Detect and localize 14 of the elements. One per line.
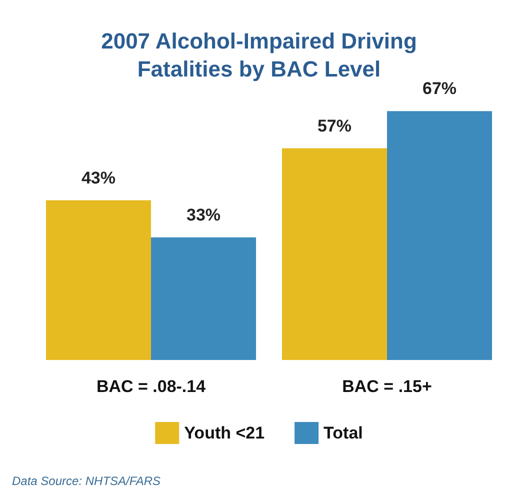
bar (387, 111, 492, 360)
bar (46, 200, 151, 360)
data-label: 57% (317, 116, 352, 136)
chart-title: 2007 Alcohol-Impaired Driving Fatalities by BAC Level (101, 28, 417, 82)
x-tick-label: BAC = .15+ (342, 377, 432, 396)
bar (282, 148, 387, 360)
legend-label: Youth <21 (184, 424, 265, 442)
data-label: 33% (186, 205, 221, 224)
bar (151, 237, 256, 360)
x-tick-label: BAC = .08-.14 (96, 377, 206, 396)
source-note: Data Source: NHTSA/FARS (12, 474, 160, 488)
data-label: 67% (422, 79, 457, 98)
data-label: 43% (81, 168, 116, 188)
legend-label: Total (324, 424, 363, 442)
